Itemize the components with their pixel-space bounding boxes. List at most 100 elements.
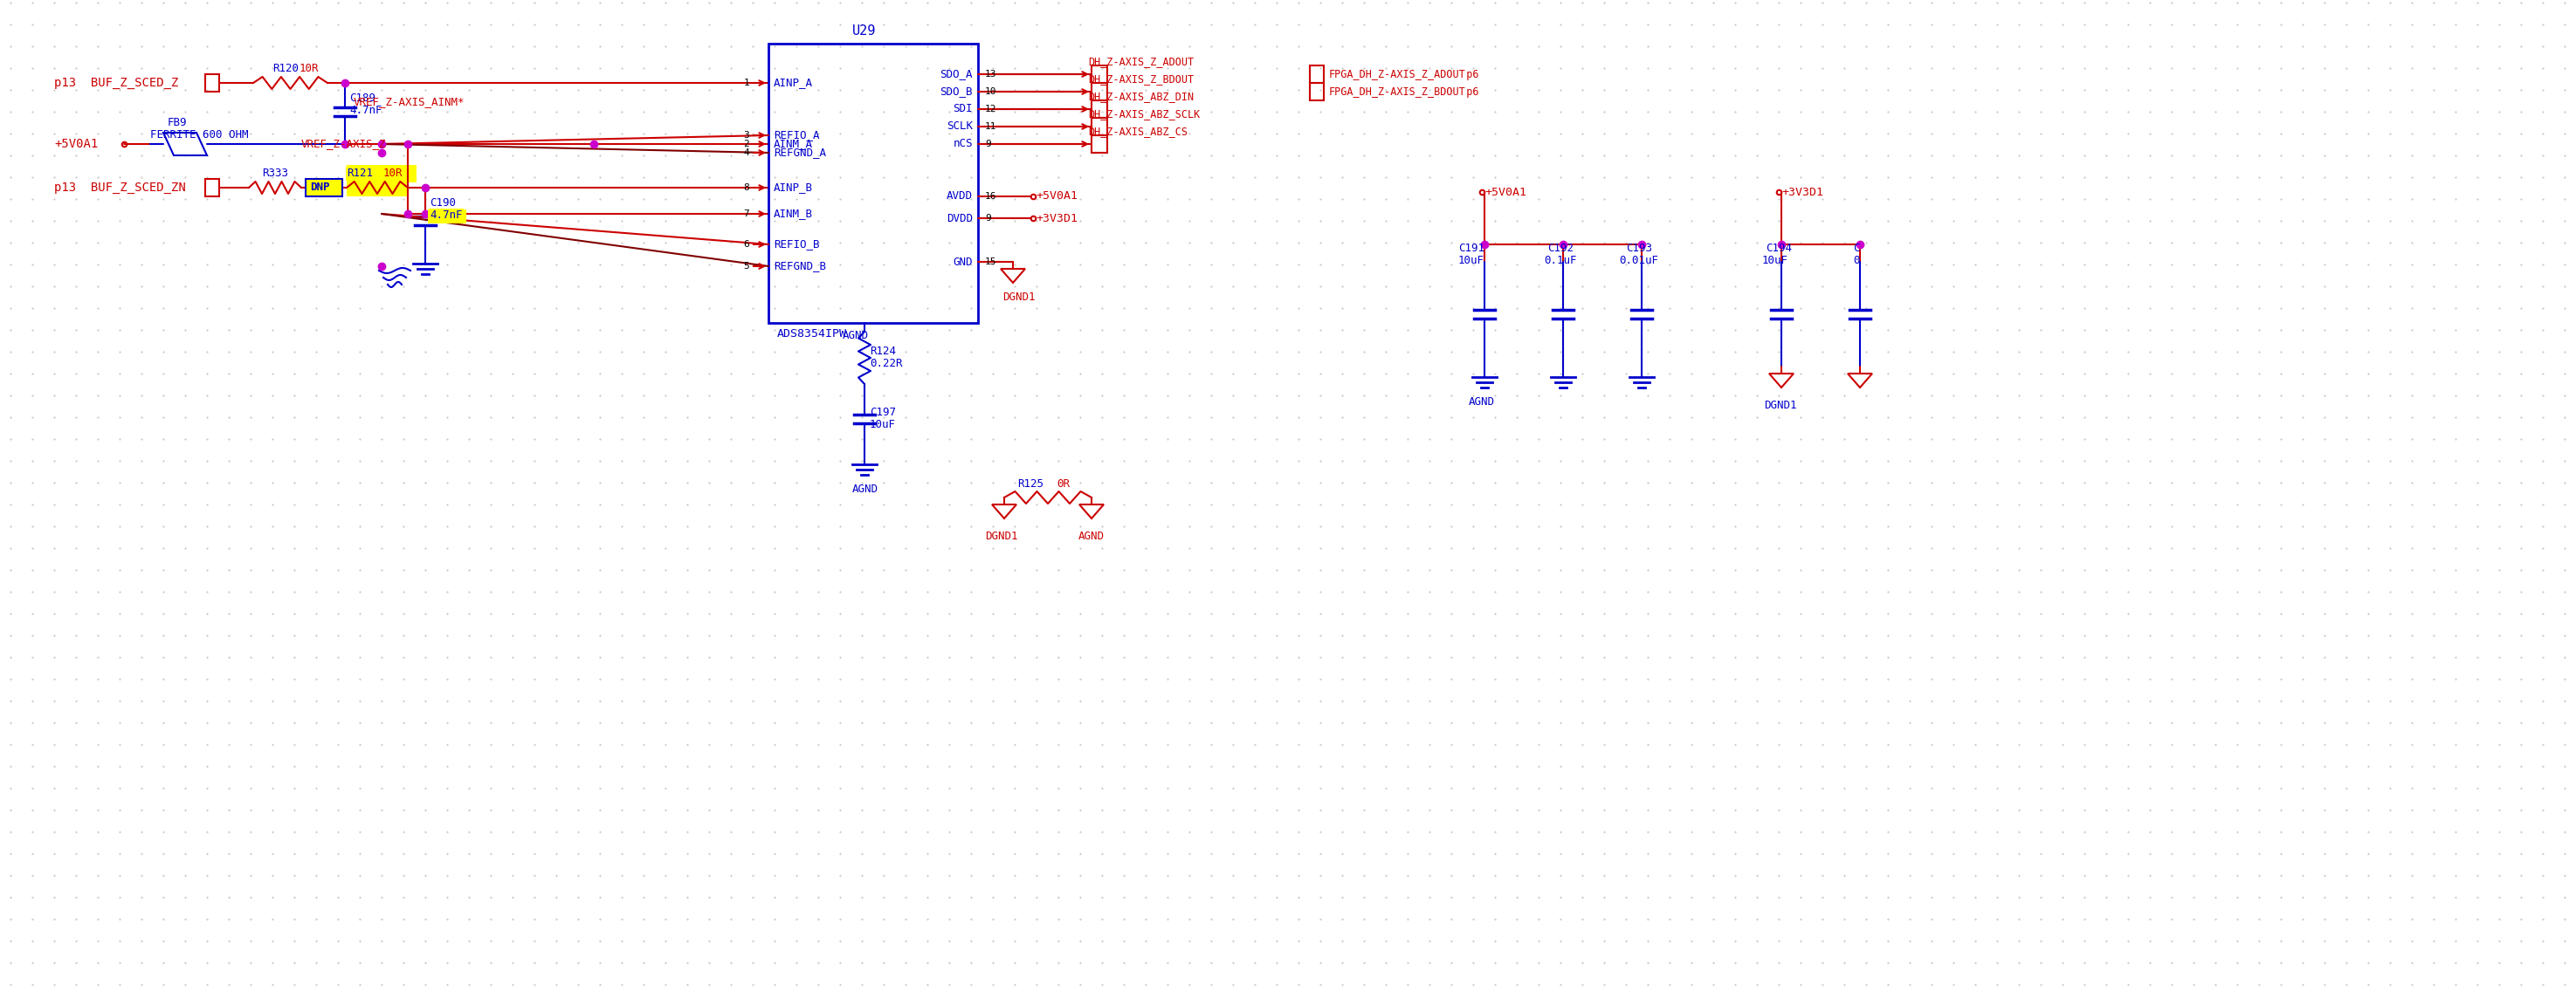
- Text: DGND1: DGND1: [1765, 400, 1795, 412]
- Text: DH_Z-AXIS_Z_BDOUT: DH_Z-AXIS_Z_BDOUT: [1087, 74, 1193, 86]
- Text: p6: p6: [1453, 86, 1479, 98]
- Text: REFGND_B: REFGND_B: [773, 261, 827, 272]
- Text: C190: C190: [430, 198, 456, 209]
- Text: C193: C193: [1625, 243, 1651, 255]
- Text: R125: R125: [1018, 478, 1043, 490]
- Text: 0.1uF: 0.1uF: [1543, 255, 1577, 266]
- Text: 2: 2: [744, 139, 750, 148]
- Text: AGND: AGND: [1468, 396, 1494, 407]
- Text: VREF_Z-AXIS_AINM*: VREF_Z-AXIS_AINM*: [353, 97, 466, 107]
- Text: DGND1: DGND1: [1002, 292, 1036, 302]
- Text: VREF_Z-AXIS_Z: VREF_Z-AXIS_Z: [301, 138, 386, 149]
- Text: 0.22R: 0.22R: [871, 357, 902, 369]
- Text: 0R: 0R: [1056, 478, 1069, 490]
- Text: 4.7nF: 4.7nF: [350, 105, 381, 116]
- Text: AINP_A: AINP_A: [773, 78, 814, 89]
- Text: AINP_B: AINP_B: [773, 182, 814, 193]
- Text: ADS8354IPW: ADS8354IPW: [778, 327, 848, 339]
- Text: 15: 15: [984, 258, 997, 267]
- Text: +5V0A1: +5V0A1: [1484, 186, 1528, 198]
- Text: SDO_A: SDO_A: [940, 69, 974, 80]
- Text: AGND: AGND: [853, 484, 878, 495]
- Bar: [1092, 83, 1108, 100]
- Text: +5V0A1: +5V0A1: [1036, 191, 1077, 202]
- Text: FB9: FB9: [167, 116, 188, 128]
- Bar: [348, 165, 417, 182]
- Bar: [307, 179, 343, 196]
- Bar: [428, 210, 466, 224]
- Text: 0: 0: [1852, 255, 1860, 266]
- Bar: [768, 44, 979, 323]
- Text: U29: U29: [853, 24, 876, 37]
- Text: R124: R124: [871, 345, 896, 356]
- Text: p13  BUF_Z_SCED_Z: p13 BUF_Z_SCED_Z: [54, 77, 178, 89]
- Text: 1: 1: [744, 79, 750, 88]
- Text: R121: R121: [348, 168, 374, 179]
- Text: FPGA_DH_Z-AXIS_Z_BDOUT: FPGA_DH_Z-AXIS_Z_BDOUT: [1329, 86, 1466, 98]
- Text: 6: 6: [744, 240, 750, 249]
- Bar: [348, 179, 407, 196]
- Text: DGND1: DGND1: [984, 531, 1018, 542]
- Text: DH_Z-AXIS_ABZ_SCLK: DH_Z-AXIS_ABZ_SCLK: [1087, 108, 1200, 120]
- Text: nCS: nCS: [953, 138, 974, 149]
- Text: +3V3D1: +3V3D1: [1783, 186, 1824, 198]
- Text: C194: C194: [1765, 243, 1793, 255]
- Text: 13: 13: [984, 70, 997, 79]
- Text: 16: 16: [984, 192, 997, 201]
- Text: 4.7nF: 4.7nF: [430, 210, 461, 221]
- Text: C197: C197: [871, 406, 896, 418]
- Text: SDO_B: SDO_B: [940, 86, 974, 98]
- Bar: [206, 75, 219, 92]
- Text: C191: C191: [1458, 243, 1484, 255]
- Text: FPGA_DH_Z-AXIS_Z_ADOUT: FPGA_DH_Z-AXIS_Z_ADOUT: [1329, 69, 1466, 80]
- Text: p13  BUF_Z_SCED_ZN: p13 BUF_Z_SCED_ZN: [54, 181, 185, 194]
- Text: DH_Z-AXIS_ABZ_CS: DH_Z-AXIS_ABZ_CS: [1087, 126, 1188, 137]
- Bar: [1092, 117, 1108, 135]
- Text: 8: 8: [744, 183, 750, 192]
- Text: REFIO_A: REFIO_A: [773, 129, 819, 141]
- Text: SDI: SDI: [953, 103, 974, 114]
- Text: AINM_A: AINM_A: [773, 138, 814, 149]
- Text: 9: 9: [984, 214, 992, 223]
- Text: DVDD: DVDD: [945, 213, 974, 224]
- Text: AGND: AGND: [842, 330, 868, 341]
- Text: R120: R120: [273, 64, 299, 75]
- Text: 0.01uF: 0.01uF: [1618, 255, 1659, 266]
- Text: 10R: 10R: [299, 64, 319, 75]
- Text: REFGND_A: REFGND_A: [773, 147, 827, 158]
- Text: +5V0A1: +5V0A1: [54, 138, 98, 150]
- Text: DNP: DNP: [309, 182, 330, 193]
- Text: 11: 11: [984, 122, 997, 131]
- Text: DH_Z-AXIS_Z_ADOUT: DH_Z-AXIS_Z_ADOUT: [1087, 57, 1193, 68]
- Text: 9: 9: [984, 139, 992, 148]
- Text: 10R: 10R: [384, 168, 402, 179]
- Text: 10uF: 10uF: [871, 419, 896, 430]
- Text: +3V3D1: +3V3D1: [1036, 213, 1077, 224]
- Text: p6: p6: [1453, 69, 1479, 80]
- Text: 10uF: 10uF: [1458, 255, 1484, 266]
- Bar: [1309, 66, 1324, 83]
- Text: C192: C192: [1548, 243, 1574, 255]
- Text: REFIO_B: REFIO_B: [773, 239, 819, 250]
- Text: 3: 3: [744, 131, 750, 139]
- Bar: [1092, 100, 1108, 117]
- Text: AGND: AGND: [1079, 531, 1105, 542]
- Text: C189: C189: [350, 93, 376, 104]
- Text: AVDD: AVDD: [945, 191, 974, 202]
- Text: AINM_B: AINM_B: [773, 208, 814, 220]
- Text: DH_Z-AXIS_ABZ_DIN: DH_Z-AXIS_ABZ_DIN: [1087, 92, 1193, 102]
- Text: 4: 4: [744, 148, 750, 157]
- Text: 7: 7: [744, 210, 750, 218]
- Bar: [1092, 66, 1108, 83]
- Text: GND: GND: [953, 256, 974, 268]
- Text: FERRITE 600 OHM: FERRITE 600 OHM: [149, 129, 247, 141]
- Text: R333: R333: [263, 168, 289, 179]
- Text: 12: 12: [984, 104, 997, 113]
- Text: C: C: [1852, 243, 1860, 255]
- Bar: [1309, 83, 1324, 100]
- Bar: [206, 179, 219, 196]
- Text: 5: 5: [744, 262, 750, 271]
- Text: 10uF: 10uF: [1762, 255, 1788, 266]
- Text: SCLK: SCLK: [945, 120, 974, 132]
- Text: 10: 10: [984, 88, 997, 96]
